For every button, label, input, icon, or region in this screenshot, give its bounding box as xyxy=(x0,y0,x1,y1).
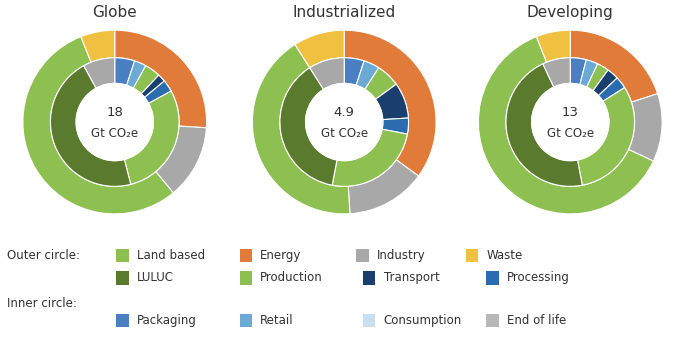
Title: Developing: Developing xyxy=(527,5,614,20)
Wedge shape xyxy=(51,66,131,186)
Text: Processing: Processing xyxy=(507,272,570,284)
Text: Outer circle:: Outer circle: xyxy=(7,249,80,262)
Text: Energy: Energy xyxy=(260,249,301,262)
Wedge shape xyxy=(365,68,396,99)
Text: Inner circle:: Inner circle: xyxy=(7,297,77,310)
Wedge shape xyxy=(134,66,159,94)
Text: Packaging: Packaging xyxy=(137,314,197,327)
Wedge shape xyxy=(295,30,345,68)
Wedge shape xyxy=(114,30,207,128)
Text: Gt CO₂e: Gt CO₂e xyxy=(321,126,368,140)
Wedge shape xyxy=(125,91,179,184)
Wedge shape xyxy=(252,44,350,214)
Bar xyxy=(240,271,252,285)
Wedge shape xyxy=(586,64,608,91)
Wedge shape xyxy=(478,37,653,214)
Circle shape xyxy=(76,83,153,161)
Bar xyxy=(240,314,252,327)
Wedge shape xyxy=(543,58,571,87)
Bar xyxy=(116,314,129,327)
Text: End of life: End of life xyxy=(507,314,566,327)
Text: Consumption: Consumption xyxy=(384,314,462,327)
Wedge shape xyxy=(81,30,115,62)
Wedge shape xyxy=(506,64,582,186)
Circle shape xyxy=(532,83,609,161)
Text: Gt CO₂e: Gt CO₂e xyxy=(547,126,594,140)
Bar xyxy=(363,271,375,285)
Circle shape xyxy=(306,83,383,161)
Bar xyxy=(116,249,129,262)
Wedge shape xyxy=(23,37,173,214)
Wedge shape xyxy=(348,160,419,214)
Wedge shape xyxy=(155,126,206,193)
Bar xyxy=(240,249,252,262)
Wedge shape xyxy=(114,58,135,85)
Wedge shape xyxy=(593,70,617,96)
Wedge shape xyxy=(599,78,625,101)
Text: LULUC: LULUC xyxy=(137,272,174,284)
Title: Globe: Globe xyxy=(92,5,137,20)
Bar xyxy=(356,249,369,262)
Wedge shape xyxy=(310,58,345,89)
Title: Industrialized: Industrialized xyxy=(292,5,396,20)
Wedge shape xyxy=(356,61,379,89)
Text: 13: 13 xyxy=(562,106,579,119)
Wedge shape xyxy=(628,94,662,161)
Wedge shape xyxy=(382,118,408,134)
Bar xyxy=(116,271,129,285)
Wedge shape xyxy=(280,68,337,185)
Wedge shape xyxy=(577,87,634,185)
Wedge shape xyxy=(580,60,597,87)
Wedge shape xyxy=(344,30,436,176)
Text: Industry: Industry xyxy=(377,249,425,262)
Wedge shape xyxy=(141,75,164,97)
Bar xyxy=(486,271,499,285)
Text: Retail: Retail xyxy=(260,314,294,327)
Wedge shape xyxy=(570,58,586,85)
Bar xyxy=(486,314,499,327)
Wedge shape xyxy=(536,30,571,62)
Wedge shape xyxy=(84,58,115,88)
Text: Land based: Land based xyxy=(137,249,205,262)
Text: Waste: Waste xyxy=(486,249,523,262)
Wedge shape xyxy=(127,61,146,88)
Wedge shape xyxy=(332,129,408,186)
Text: 18: 18 xyxy=(106,106,123,119)
Text: Production: Production xyxy=(260,272,323,284)
Wedge shape xyxy=(145,81,171,103)
Bar xyxy=(363,314,375,327)
Wedge shape xyxy=(375,84,408,120)
Text: Transport: Transport xyxy=(384,272,439,284)
Wedge shape xyxy=(344,58,364,85)
Text: 4.9: 4.9 xyxy=(334,106,355,119)
Bar xyxy=(466,249,478,262)
Text: Gt CO₂e: Gt CO₂e xyxy=(91,126,138,140)
Wedge shape xyxy=(570,30,658,102)
